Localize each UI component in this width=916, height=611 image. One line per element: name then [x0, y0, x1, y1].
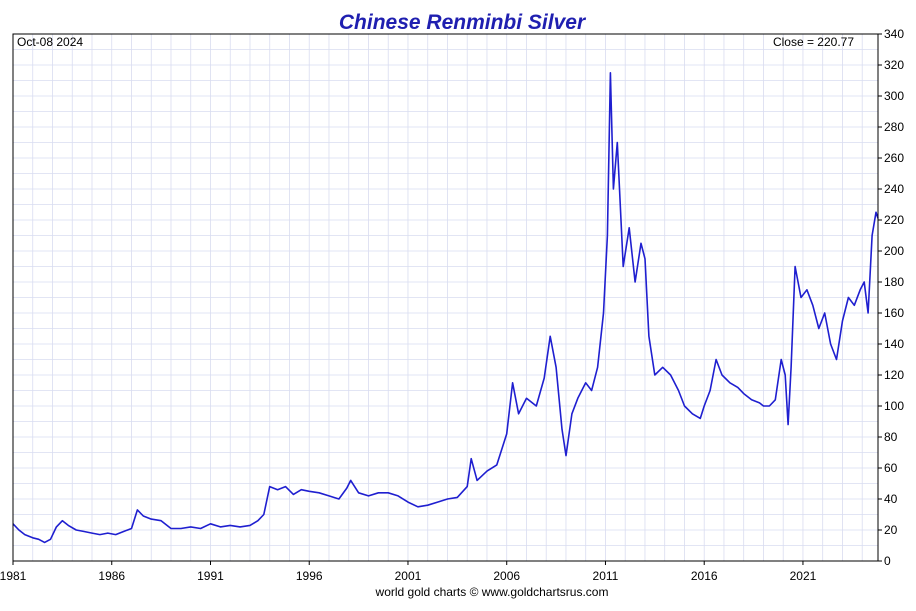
x-tick-label: 1986 [98, 569, 125, 583]
x-tick-label: 1996 [296, 569, 323, 583]
chart-title: Chinese Renminbi Silver [339, 11, 587, 34]
y-tick-label: 60 [884, 461, 898, 475]
y-tick-label: 120 [884, 368, 904, 382]
y-tick-label: 300 [884, 89, 904, 103]
y-tick-label: 80 [884, 430, 898, 444]
y-tick-label: 40 [884, 492, 898, 506]
y-tick-label: 100 [884, 399, 904, 413]
y-tick-label: 220 [884, 213, 904, 227]
x-tick-label: 2006 [493, 569, 520, 583]
close-label: Close = 220.77 [773, 35, 854, 49]
y-tick-label: 0 [884, 554, 891, 568]
y-tick-label: 20 [884, 523, 898, 537]
y-tick-label: 160 [884, 306, 904, 320]
y-axis: 0 20 40 60 80 100 120 140 160 180 200 220 240 260 280 3… [878, 27, 904, 568]
series-line [12, 72, 879, 544]
date-label: Oct-08 2024 [17, 35, 83, 49]
y-tick-label: 240 [884, 182, 904, 196]
plot-frame [12, 33, 879, 562]
y-tick-label: 260 [884, 151, 904, 165]
y-tick-label: 200 [884, 244, 904, 258]
y-tick-label: 280 [884, 120, 904, 134]
x-tick-label: 1991 [197, 569, 224, 583]
x-tick-label: 1981 [0, 569, 27, 583]
footer-credit: world gold charts © www.goldchartsrus.co… [375, 585, 609, 599]
x-tick-label: 2001 [395, 569, 422, 583]
x-tick-label: 2016 [691, 569, 718, 583]
y-tick-label: 140 [884, 337, 904, 351]
x-axis: 1981 1986 1991 1996 2001 2006 2011 2016 2021 [0, 561, 817, 583]
y-tick-label: 180 [884, 275, 904, 289]
y-tick-label: 320 [884, 58, 904, 72]
series-layer [12, 72, 879, 544]
x-tick-label: 2011 [593, 569, 619, 583]
y-tick-label: 340 [884, 27, 904, 41]
x-tick-label: 2021 [790, 569, 817, 583]
